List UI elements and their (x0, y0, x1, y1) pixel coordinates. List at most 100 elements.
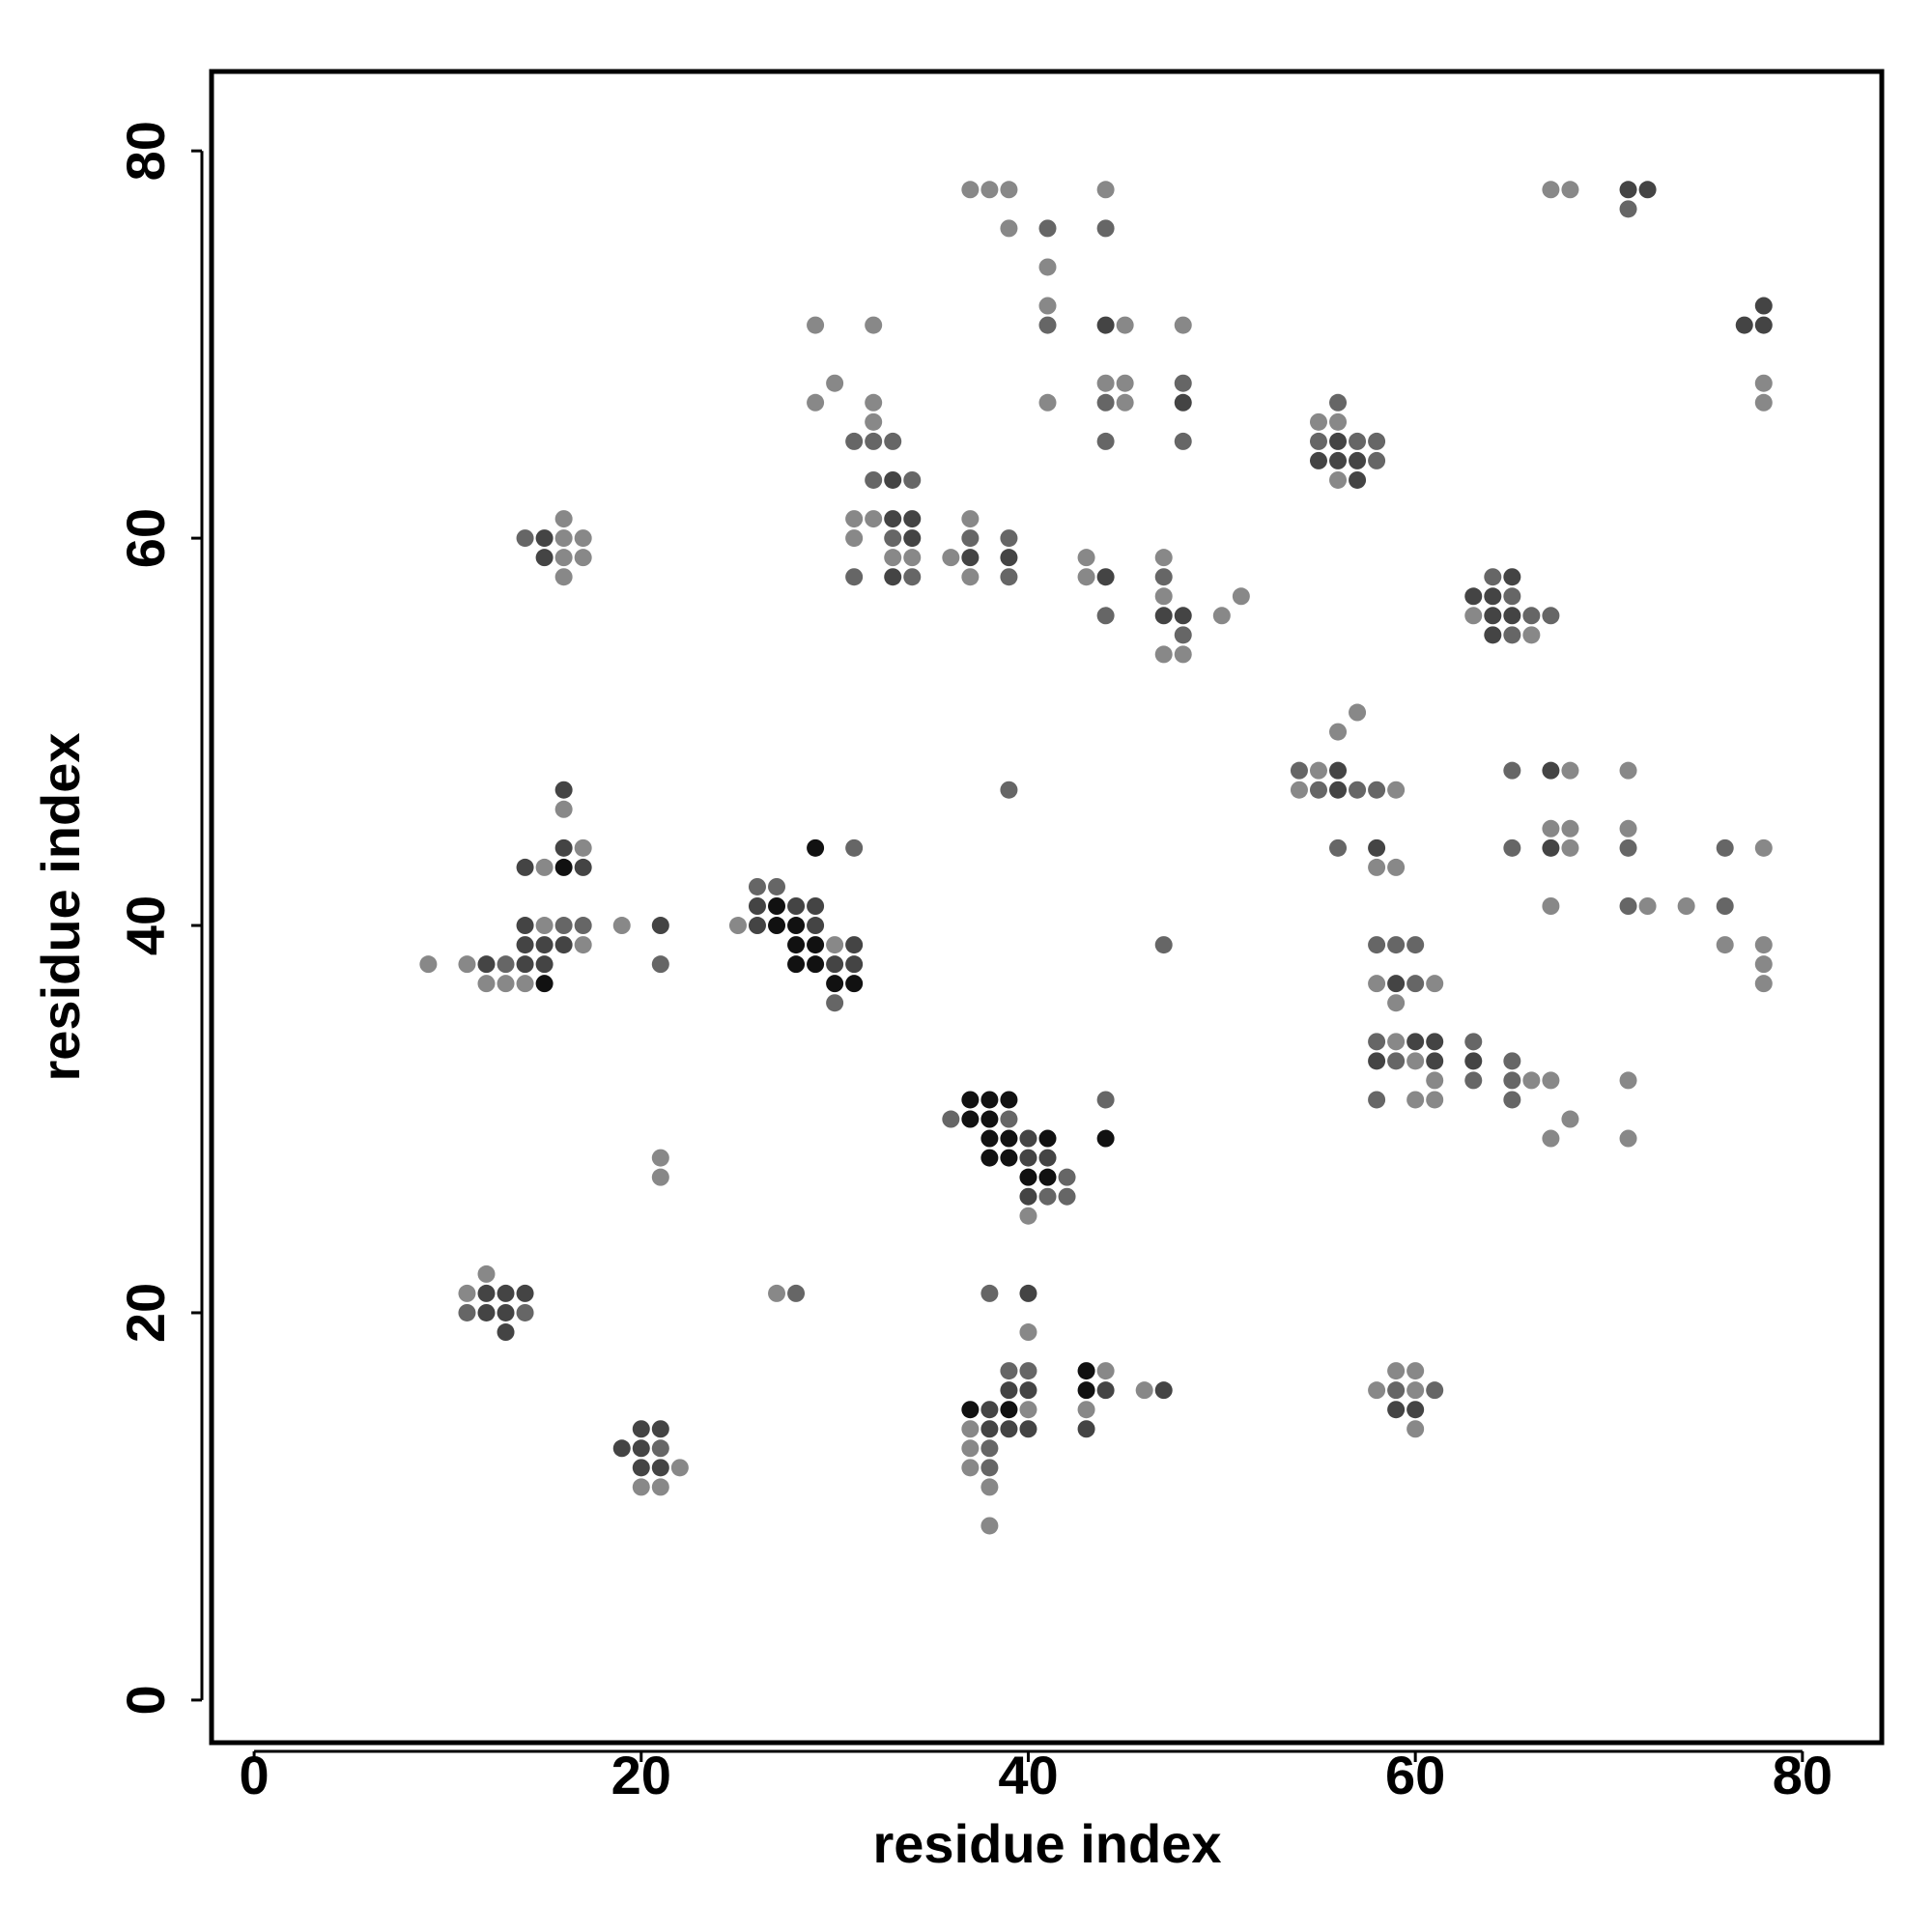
point (728, 917, 747, 935)
point (1019, 1187, 1037, 1206)
point (807, 316, 825, 334)
point (1154, 587, 1173, 606)
point (574, 549, 592, 567)
point (554, 510, 573, 528)
point (1154, 1381, 1173, 1400)
point (1561, 819, 1579, 838)
point (1484, 568, 1502, 586)
point (1754, 838, 1773, 857)
point (651, 1478, 669, 1496)
point (1754, 955, 1773, 974)
point (554, 529, 573, 548)
point (554, 781, 573, 799)
point (1038, 258, 1057, 276)
point (1038, 1168, 1057, 1186)
point (942, 1110, 960, 1128)
point (1000, 1110, 1018, 1128)
point (1174, 645, 1192, 664)
point (903, 470, 922, 489)
point (787, 896, 806, 915)
point (807, 917, 825, 935)
point (1019, 1284, 1037, 1302)
point (865, 432, 883, 450)
point (458, 1303, 476, 1321)
point (651, 955, 669, 974)
point (574, 858, 592, 876)
point (535, 955, 554, 974)
point (1116, 316, 1134, 334)
point (884, 510, 902, 528)
point (1464, 607, 1483, 625)
point (1329, 838, 1348, 857)
point (1038, 1149, 1057, 1167)
point (1135, 1381, 1153, 1400)
point (1309, 412, 1327, 431)
point (458, 1284, 476, 1302)
point (1174, 626, 1192, 644)
point (1542, 1071, 1560, 1090)
point (1464, 587, 1483, 606)
point (1096, 374, 1115, 392)
point (1542, 607, 1560, 625)
point (1406, 1381, 1425, 1400)
point (1522, 626, 1541, 644)
point (554, 800, 573, 818)
point (632, 1420, 650, 1438)
point (670, 1459, 689, 1477)
point (1000, 1091, 1018, 1109)
point (961, 1439, 980, 1458)
point (497, 1284, 515, 1302)
point (1368, 858, 1386, 876)
point (1290, 761, 1308, 780)
point (980, 1401, 999, 1419)
point (1349, 432, 1367, 450)
point (1619, 1071, 1637, 1090)
point (1716, 896, 1734, 915)
point (1387, 1362, 1406, 1380)
point (980, 1478, 999, 1496)
point (980, 1517, 999, 1535)
point (1426, 1033, 1444, 1051)
point (1716, 936, 1734, 954)
point (787, 1284, 806, 1302)
point (1329, 761, 1348, 780)
point (1000, 1381, 1018, 1400)
point (1116, 393, 1134, 412)
point (768, 896, 786, 915)
point (961, 529, 980, 548)
y-tick-label: 60 (115, 508, 176, 568)
point (980, 1129, 999, 1148)
point (554, 568, 573, 586)
point (1309, 451, 1327, 469)
point (516, 955, 534, 974)
point (1619, 1129, 1637, 1148)
point (1542, 1129, 1560, 1148)
point (1349, 781, 1367, 799)
point (1309, 432, 1327, 450)
point (1019, 1207, 1037, 1225)
point (980, 1420, 999, 1438)
point (845, 955, 864, 974)
point (807, 896, 825, 915)
point (961, 1110, 980, 1128)
point (1426, 1381, 1444, 1400)
point (458, 955, 476, 974)
point (1387, 858, 1406, 876)
point (1019, 1323, 1037, 1342)
point (884, 432, 902, 450)
point (1290, 781, 1308, 799)
point (1000, 181, 1018, 199)
point (807, 393, 825, 412)
point (1096, 1381, 1115, 1400)
x-axis-title: residue index (872, 1813, 1221, 1874)
point (1368, 432, 1386, 450)
point (1058, 1187, 1076, 1206)
point (574, 838, 592, 857)
x-tick-label: 0 (239, 1745, 269, 1805)
point (516, 917, 534, 935)
point (1019, 1362, 1037, 1380)
point (845, 838, 864, 857)
point (1058, 1168, 1076, 1186)
point (1561, 761, 1579, 780)
